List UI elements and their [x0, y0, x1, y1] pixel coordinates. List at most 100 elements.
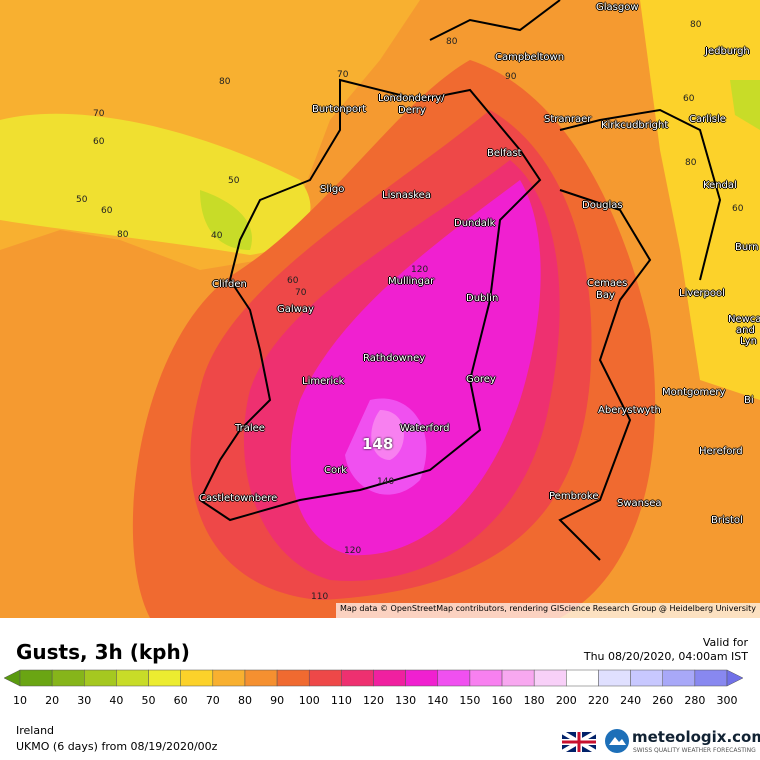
colorbar-label: 150 [459, 694, 480, 707]
city-label: Belfast [487, 148, 522, 159]
contour-label: 120 [344, 546, 362, 556]
colorbar-label: 160 [492, 694, 513, 707]
city-label: Carlisle [689, 114, 726, 125]
colorbar-label: 180 [524, 694, 545, 707]
contour-label: 60 [287, 276, 299, 286]
colorbar-swatch [662, 669, 696, 687]
contour-label: 60 [93, 137, 105, 147]
city-label: Burn [735, 242, 759, 253]
city-label: and [736, 325, 755, 336]
colorbar-label: 80 [238, 694, 252, 707]
city-label: Aberystwyth [598, 405, 661, 416]
colorbar-swatch [469, 669, 503, 687]
colorbar-label: 140 [427, 694, 448, 707]
city-label: Pembroke [549, 491, 599, 502]
colorbar-label: 130 [395, 694, 416, 707]
colorbar-swatch [308, 669, 342, 687]
city-label: Newca [728, 314, 760, 325]
contour-label: 80 [690, 20, 702, 30]
model: UKMO (6 days) from 08/19/2020/00z [16, 740, 218, 753]
valid-time: Thu 08/20/2020, 04:00am IST [583, 650, 748, 663]
city-label: Clifden [212, 279, 247, 290]
contour-label: 70 [337, 70, 349, 80]
map-attribution: Map data © OpenStreetMap contributors, r… [340, 604, 756, 613]
city-label: Bi [744, 395, 754, 406]
colorbar-label: 240 [620, 694, 641, 707]
city-label: Limerick [302, 376, 345, 387]
city-label: Cemaes [587, 278, 628, 289]
city-label: Lisnaskea [382, 190, 431, 201]
map [0, 0, 760, 618]
city-label: Dublin [466, 293, 499, 304]
colorbar-swatch [244, 669, 278, 687]
colorbar-swatch [694, 669, 728, 687]
city-label: Hereford [699, 446, 743, 457]
contour-label: 140 [377, 477, 395, 487]
contour-label: 80 [685, 158, 697, 168]
colorbar-swatch [341, 669, 374, 687]
colorbar-swatch [212, 669, 246, 687]
city-label: Waterford [400, 423, 450, 434]
colorbar-swatch [180, 669, 214, 687]
city-label: Bay [596, 290, 615, 301]
colorbar-label: 30 [77, 694, 91, 707]
colorbar-swatch [116, 669, 149, 687]
city-label: Liverpool [679, 288, 725, 299]
colorbar-swatch [501, 669, 535, 687]
uk-flag [562, 732, 596, 752]
tagline: SWISS QUALITY WEATHER FORECASTING [633, 747, 756, 754]
colorbar-swatch [276, 669, 310, 687]
city-label: Rathdowney [363, 353, 426, 364]
contour-label: 60 [101, 206, 113, 216]
city-label: Stranraer [544, 114, 592, 125]
colorbar-label: 40 [109, 694, 123, 707]
city-label: Lyn [740, 336, 757, 347]
city-label: Montgomery [662, 387, 726, 398]
colorbar-swatch [598, 669, 631, 687]
city-label: Glasgow [596, 2, 639, 13]
colorbar-swatch [437, 669, 471, 687]
colorbar-swatch [405, 669, 439, 687]
colorbar-label: 300 [717, 694, 738, 707]
contour-label: 80 [117, 230, 129, 240]
colorbar-swatch [566, 669, 599, 687]
city-label: Gorey [466, 374, 496, 385]
contour-label: 80 [446, 37, 458, 47]
city-label: Swansea [617, 498, 662, 509]
city-label: Mullingar [388, 276, 435, 287]
city-label: Galway [277, 304, 314, 315]
contour-label: 50 [228, 176, 240, 186]
city-label: Sligo [320, 184, 345, 195]
city-label: Cork [324, 465, 348, 476]
colorbar-label: 50 [142, 694, 156, 707]
contour-label: 40 [211, 231, 223, 241]
contour-label: 70 [295, 288, 307, 298]
city-label: Douglas [582, 200, 623, 211]
city-label: Burtonport [312, 104, 367, 115]
colorbar-swatch [533, 669, 567, 687]
contour-label: 70 [93, 109, 105, 119]
city-label: Londonderry/ [378, 93, 445, 104]
colorbar-swatch [19, 669, 53, 687]
city-label: Dundalk [454, 218, 496, 229]
colorbar-label: 90 [270, 694, 284, 707]
contour-label: 90 [505, 72, 517, 82]
colorbar-label: 60 [174, 694, 188, 707]
colorbar-swatch [630, 669, 663, 687]
colorbar-label: 70 [206, 694, 220, 707]
colorbar-label: 100 [299, 694, 320, 707]
contour-label: 110 [311, 592, 329, 602]
contour-label: 60 [683, 94, 695, 104]
colorbar-label: 10 [13, 694, 27, 707]
colorbar-swatch [373, 669, 406, 687]
colorbar: 10 20 30 40 50 60 70 80 90 100 110 120 130 140 150 160 1… [3, 669, 744, 707]
colorbar-label: 110 [331, 694, 352, 707]
colorbar-label: 200 [556, 694, 577, 707]
brand: meteologix.com [632, 728, 760, 746]
region: Ireland [16, 724, 55, 737]
colorbar-label: 120 [363, 694, 384, 707]
colorbar-swatch [84, 669, 117, 687]
colorbar-label: 220 [588, 694, 609, 707]
title: Gusts, 3h (kph) [16, 640, 190, 664]
